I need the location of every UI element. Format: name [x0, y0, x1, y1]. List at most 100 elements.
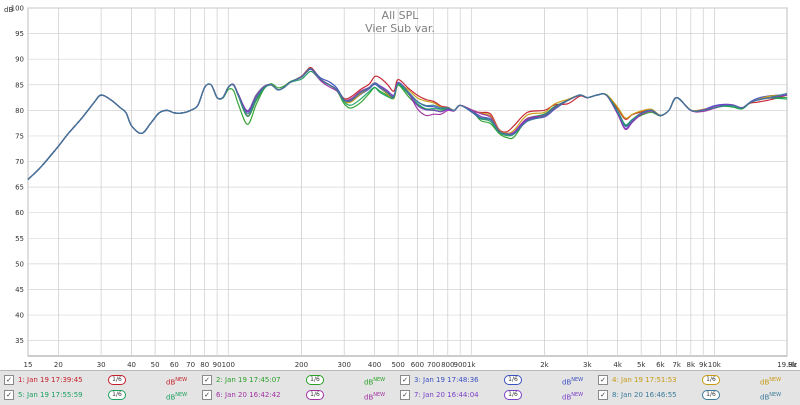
x-tick-label: 5k: [637, 361, 646, 369]
legend-label: 7: Jan 20 16:44:04: [414, 391, 479, 399]
x-tick-label: 3k: [583, 361, 592, 369]
x-tick-label: 10k: [708, 361, 722, 369]
legend-panel: ✓ 1: Jan 19 17:39:45 1/6 dBNEW ✓ 2: Jan 19 17…: [0, 370, 800, 405]
unit-label[interactable]: dBNEW: [364, 388, 385, 404]
x-tick-label: 20: [54, 361, 63, 369]
x-tick-label: 30: [97, 361, 106, 369]
x-tick-label: 6k: [656, 361, 665, 369]
unit-superscript: NEW: [769, 377, 782, 383]
legend-item: ✓ 1: Jan 19 17:39:45 1/6 dBNEW: [4, 373, 199, 387]
unit-label[interactable]: dBNEW: [166, 388, 187, 404]
x-tick-label: 9k: [699, 361, 708, 369]
legend-checkbox[interactable]: ✓: [598, 375, 608, 385]
legend-item: ✓ 8: Jan 20 16:46:55 1/6 dBNEW: [598, 388, 793, 402]
legend-label: 5: Jan 19 17:55:59: [18, 391, 83, 399]
unit-label[interactable]: dBNEW: [166, 373, 187, 389]
x-tick-label: 300: [338, 361, 351, 369]
y-tick-label: 35: [15, 337, 24, 345]
unit-text: dB: [760, 378, 770, 387]
y-tick-label: 40: [15, 312, 24, 320]
smoothing-button[interactable]: 1/6: [702, 390, 720, 400]
x-tick-label: 400: [368, 361, 381, 369]
y-tick-label: 80: [15, 107, 24, 115]
smoothing-button[interactable]: 1/6: [108, 375, 126, 385]
unit-label[interactable]: dBNEW: [760, 373, 781, 389]
legend-item: ✓ 4: Jan 19 17:51:53 1/6 dBNEW: [598, 373, 793, 387]
unit-superscript: NEW: [175, 392, 188, 398]
y-tick-label: 55: [15, 235, 24, 243]
legend-checkbox[interactable]: ✓: [4, 375, 14, 385]
x-tick-label: 2k: [540, 361, 549, 369]
y-tick-label: 70: [15, 158, 24, 166]
legend-checkbox[interactable]: ✓: [202, 390, 212, 400]
legend-checkbox[interactable]: ✓: [4, 390, 14, 400]
y-tick-label: 100: [11, 5, 24, 13]
x-tick-label: 50: [151, 361, 160, 369]
unit-label[interactable]: dBNEW: [760, 388, 781, 404]
unit-label[interactable]: dBNEW: [562, 373, 583, 389]
legend-label: 6: Jan 20 16:42:42: [216, 391, 281, 399]
unit-label[interactable]: dBNEW: [562, 388, 583, 404]
x-tick-label: 15: [24, 361, 33, 369]
legend-item: ✓ 6: Jan 20 16:42:42 1/6 dBNEW: [202, 388, 397, 402]
y-tick-label: 85: [15, 81, 24, 89]
unit-superscript: NEW: [769, 392, 782, 398]
unit-text: dB: [166, 393, 176, 402]
plot-area: [27, 7, 788, 357]
x-tick-label: 8k: [687, 361, 696, 369]
legend-label: 2: Jan 19 17:45:07: [216, 376, 281, 384]
chart-title: All SPL: [382, 9, 420, 22]
legend-item: ✓ 2: Jan 19 17:45:07 1/6 dBNEW: [202, 373, 397, 387]
x-tick-label: 70: [186, 361, 195, 369]
legend-label: 3: Jan 19 17:48:36: [414, 376, 479, 384]
legend-label: 1: Jan 19 17:39:45: [18, 376, 83, 384]
spl-chart: 35 40 45 50 55 60 65 70 75 80 85 90 95 100 15 20 30 40 50 6…: [4, 5, 798, 370]
legend-checkbox[interactable]: ✓: [400, 390, 410, 400]
unit-superscript: NEW: [373, 377, 386, 383]
x-axis-label: Hz: [788, 361, 797, 369]
x-tick-label: 700: [427, 361, 440, 369]
smoothing-button[interactable]: 1/6: [306, 390, 324, 400]
unit-superscript: NEW: [571, 392, 584, 398]
smoothing-button[interactable]: 1/6: [504, 390, 522, 400]
unit-text: dB: [562, 378, 572, 387]
x-tick-label: 500: [391, 361, 404, 369]
y-tick-label: 65: [15, 184, 24, 192]
x-tick-label: 600: [411, 361, 424, 369]
x-tick-label: 800: [441, 361, 454, 369]
x-tick-label: 40: [127, 361, 136, 369]
y-tick-label: 45: [15, 286, 24, 294]
legend-checkbox[interactable]: ✓: [202, 375, 212, 385]
x-tick-label: 7k: [672, 361, 681, 369]
unit-label[interactable]: dBNEW: [364, 373, 385, 389]
unit-text: dB: [166, 378, 176, 387]
x-tick-label: 90: [213, 361, 222, 369]
legend-checkbox[interactable]: ✓: [400, 375, 410, 385]
unit-text: dB: [364, 378, 374, 387]
x-tick-label: 200: [295, 361, 308, 369]
x-tick-label: 19.9k: [777, 361, 798, 369]
series-line-8: [27, 67, 788, 180]
unit-superscript: NEW: [175, 377, 188, 383]
smoothing-button[interactable]: 1/6: [504, 375, 522, 385]
smoothing-button[interactable]: 1/6: [306, 375, 324, 385]
legend-label: 4: Jan 19 17:51:53: [612, 376, 677, 384]
x-tick-label: 80: [200, 361, 209, 369]
y-axis-label: dB: [4, 6, 13, 14]
x-tick-label: 4k: [613, 361, 622, 369]
legend-item: ✓ 3: Jan 19 17:48:36 1/6 dBNEW: [400, 373, 595, 387]
y-tick-label: 75: [15, 132, 24, 140]
unit-text: dB: [562, 393, 572, 402]
unit-superscript: NEW: [571, 377, 584, 383]
chart-subtitle: Vier Sub var.: [365, 22, 435, 35]
smoothing-button[interactable]: 1/6: [108, 390, 126, 400]
legend-checkbox[interactable]: ✓: [598, 390, 608, 400]
y-tick-label: 95: [15, 30, 24, 38]
legend-item: ✓ 7: Jan 20 16:44:04 1/6 dBNEW: [400, 388, 595, 402]
legend-item: ✓ 5: Jan 19 17:55:59 1/6 dBNEW: [4, 388, 199, 402]
smoothing-button[interactable]: 1/6: [702, 375, 720, 385]
x-tick-label: 1k: [467, 361, 476, 369]
x-tick-label: 60: [170, 361, 179, 369]
legend-label: 8: Jan 20 16:46:55: [612, 391, 677, 399]
y-tick-label: 50: [15, 260, 24, 268]
